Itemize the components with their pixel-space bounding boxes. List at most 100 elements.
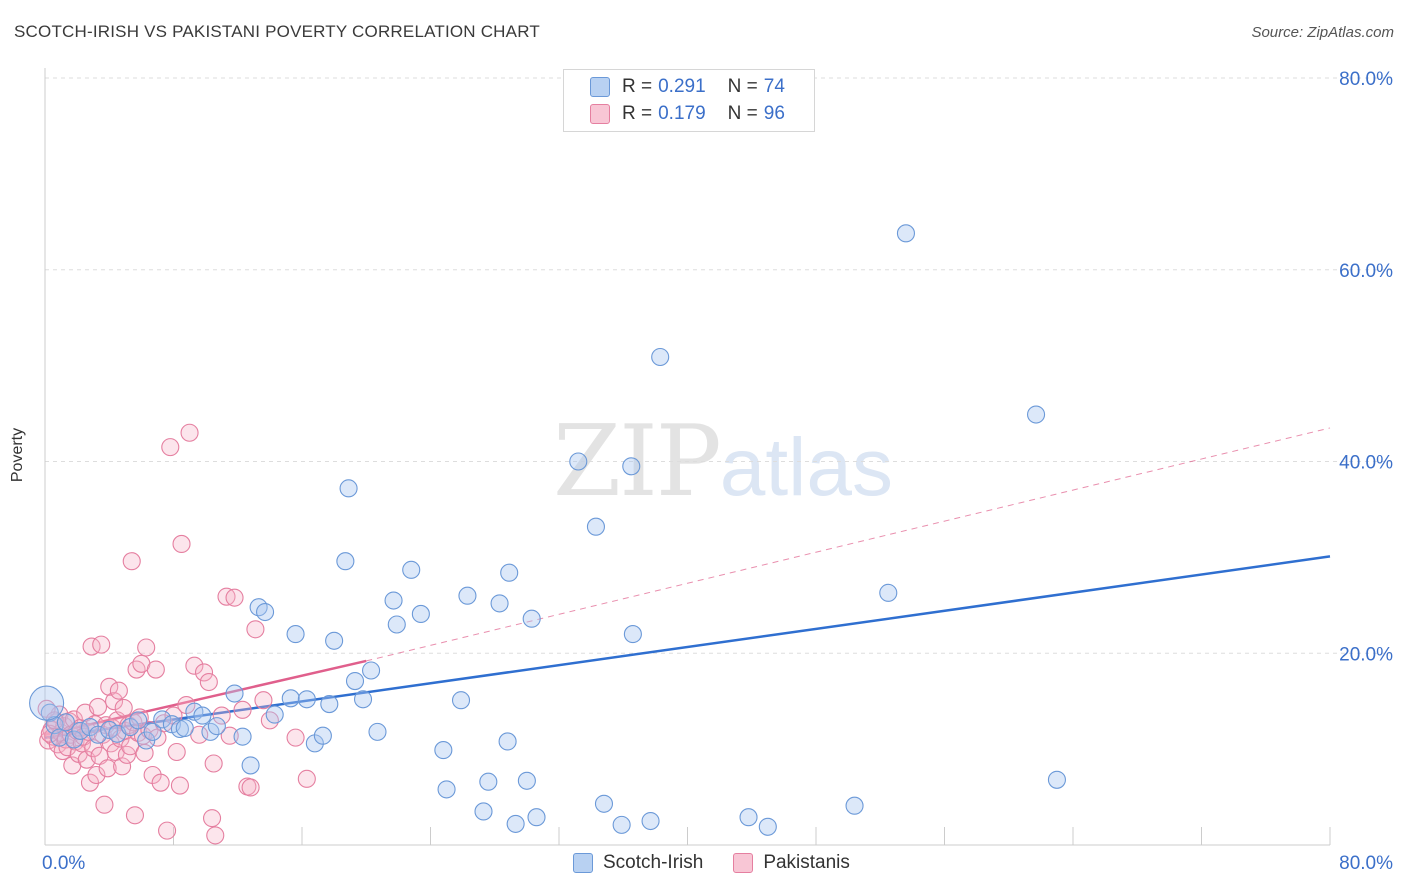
pakistanis-point <box>151 773 170 792</box>
scotch-irish-point <box>437 780 456 799</box>
scotch-irish-point <box>758 817 777 836</box>
pink-swatch-icon <box>733 853 754 873</box>
scotch-irish-point <box>256 602 275 622</box>
scotch-irish-point <box>896 224 916 243</box>
pakistanis-point <box>137 638 156 657</box>
scotch-irish-point <box>362 661 381 680</box>
pakistanis-point <box>101 734 120 753</box>
chart-title: SCOTCH-IRISH VS PAKISTANI POVERTY CORREL… <box>14 22 540 41</box>
scotch-irish-point <box>129 711 148 730</box>
scotch-irish-point <box>225 684 244 703</box>
scotch-irish-point <box>569 452 588 471</box>
y-tick-label: 20.0% <box>1339 644 1393 665</box>
pakistanis-point <box>297 769 316 788</box>
pakistanis-point <box>87 765 106 785</box>
scotch-irish-point <box>88 725 108 744</box>
y-tick-label: 60.0% <box>1339 261 1393 282</box>
pakistanis-point <box>286 728 305 747</box>
blue-swatch-icon <box>590 77 610 97</box>
pakistanis-point <box>225 588 244 607</box>
pakistanis-point <box>204 754 223 773</box>
pakistanis-point <box>84 739 103 758</box>
scotch-irish-point <box>479 772 498 791</box>
legend-item-scotch-irish: Scotch-Irish <box>573 852 703 874</box>
scotch-irish-point <box>29 685 65 721</box>
scotch-irish-point <box>320 695 339 714</box>
pakistanis-point <box>109 681 128 700</box>
tick-labels: 20.0% 40.0% 60.0% 80.0% 0.0% 80.0% <box>42 69 1393 874</box>
source-label: Source: ZipAtlas.com <box>1251 24 1394 41</box>
scotch-irish-point <box>353 690 373 709</box>
r-label: R = <box>622 76 653 97</box>
pakistanis-point <box>161 438 180 457</box>
pakistanis-point <box>113 757 132 776</box>
scotch-irish-point <box>879 583 898 602</box>
pakistanis-point <box>185 656 204 675</box>
watermark-atlas: atlas <box>719 422 893 513</box>
scotch-irish-point <box>434 741 453 760</box>
pakistanis-point <box>220 726 239 745</box>
scotch-irish-point <box>313 726 332 745</box>
legend-label: Scotch-Irish <box>603 852 704 873</box>
pakistanis-point <box>199 672 218 692</box>
r-value: 0.291 <box>658 76 706 97</box>
scotch-irish-point <box>498 732 517 751</box>
pakistanis-point <box>80 773 100 792</box>
scotch-irish-point <box>623 625 642 644</box>
scotch-irish-point <box>286 625 305 644</box>
pakistanis-point <box>167 742 186 762</box>
pakistanis-point <box>98 759 117 778</box>
pakistanis-point <box>180 423 199 442</box>
legend-label: Pakistanis <box>763 852 850 873</box>
pakistanis-point <box>246 620 265 639</box>
pakistanis-point <box>122 552 141 571</box>
scotch-irish-point <box>402 560 421 579</box>
pakistanis-point <box>233 700 252 719</box>
scotch-irish-point <box>384 591 403 610</box>
scotch-irish-point <box>336 552 355 571</box>
pakistanis-point <box>40 724 59 743</box>
scotch-irish-point <box>506 814 525 833</box>
pakistanis-point <box>254 691 273 710</box>
scotch-irish-point <box>71 721 90 740</box>
x-tick-label: 0.0% <box>42 853 85 874</box>
y-tick-label: 40.0% <box>1339 453 1393 474</box>
scotch-irish-point <box>622 457 641 476</box>
scotch-irish-point <box>845 796 864 815</box>
correlation-legend: R = 0.291 N = 74 R = 0.179 N = 96 <box>563 69 815 132</box>
pakistanis-trend-extension <box>366 427 1331 662</box>
data-points <box>29 224 1066 845</box>
n-label: N = <box>727 103 758 124</box>
scotch-irish-point <box>517 771 536 790</box>
pakistanis-point <box>203 809 222 828</box>
scotch-irish-point <box>193 706 212 725</box>
scotch-irish-point <box>651 347 670 367</box>
scotch-irish-point <box>594 794 614 813</box>
pakistanis-point <box>127 660 146 679</box>
scotch-irish-point <box>612 815 631 834</box>
scotch-irish-point <box>739 808 758 827</box>
n-value: 74 <box>763 76 785 97</box>
pakistanis-point <box>241 778 260 797</box>
axes <box>44 68 1331 846</box>
pakistanis-point <box>105 692 124 711</box>
scotch-irish-point <box>153 710 172 729</box>
scotch-irish-point <box>241 756 260 775</box>
scotch-irish-point <box>527 808 546 827</box>
scotch-irish-point <box>1047 770 1066 789</box>
pakistanis-point <box>114 698 133 717</box>
scotch-irish-point <box>281 689 300 708</box>
scotch-irish-point <box>500 563 519 582</box>
n-label: N = <box>727 76 758 97</box>
scotch-irish-point <box>297 690 316 709</box>
legend-row-scotch-irish: R = 0.291 N = 74 <box>564 74 785 100</box>
scotch-irish-point <box>265 705 284 724</box>
pakistanis-trend-line <box>44 659 367 736</box>
scotch-irish-point <box>490 594 509 613</box>
scotch-irish-point <box>233 727 252 746</box>
pink-swatch-icon <box>590 104 610 124</box>
pakistanis-point <box>125 806 144 825</box>
scotch-irish-point <box>207 717 226 736</box>
r-label: R = <box>622 103 653 124</box>
gridlines <box>45 77 1392 654</box>
